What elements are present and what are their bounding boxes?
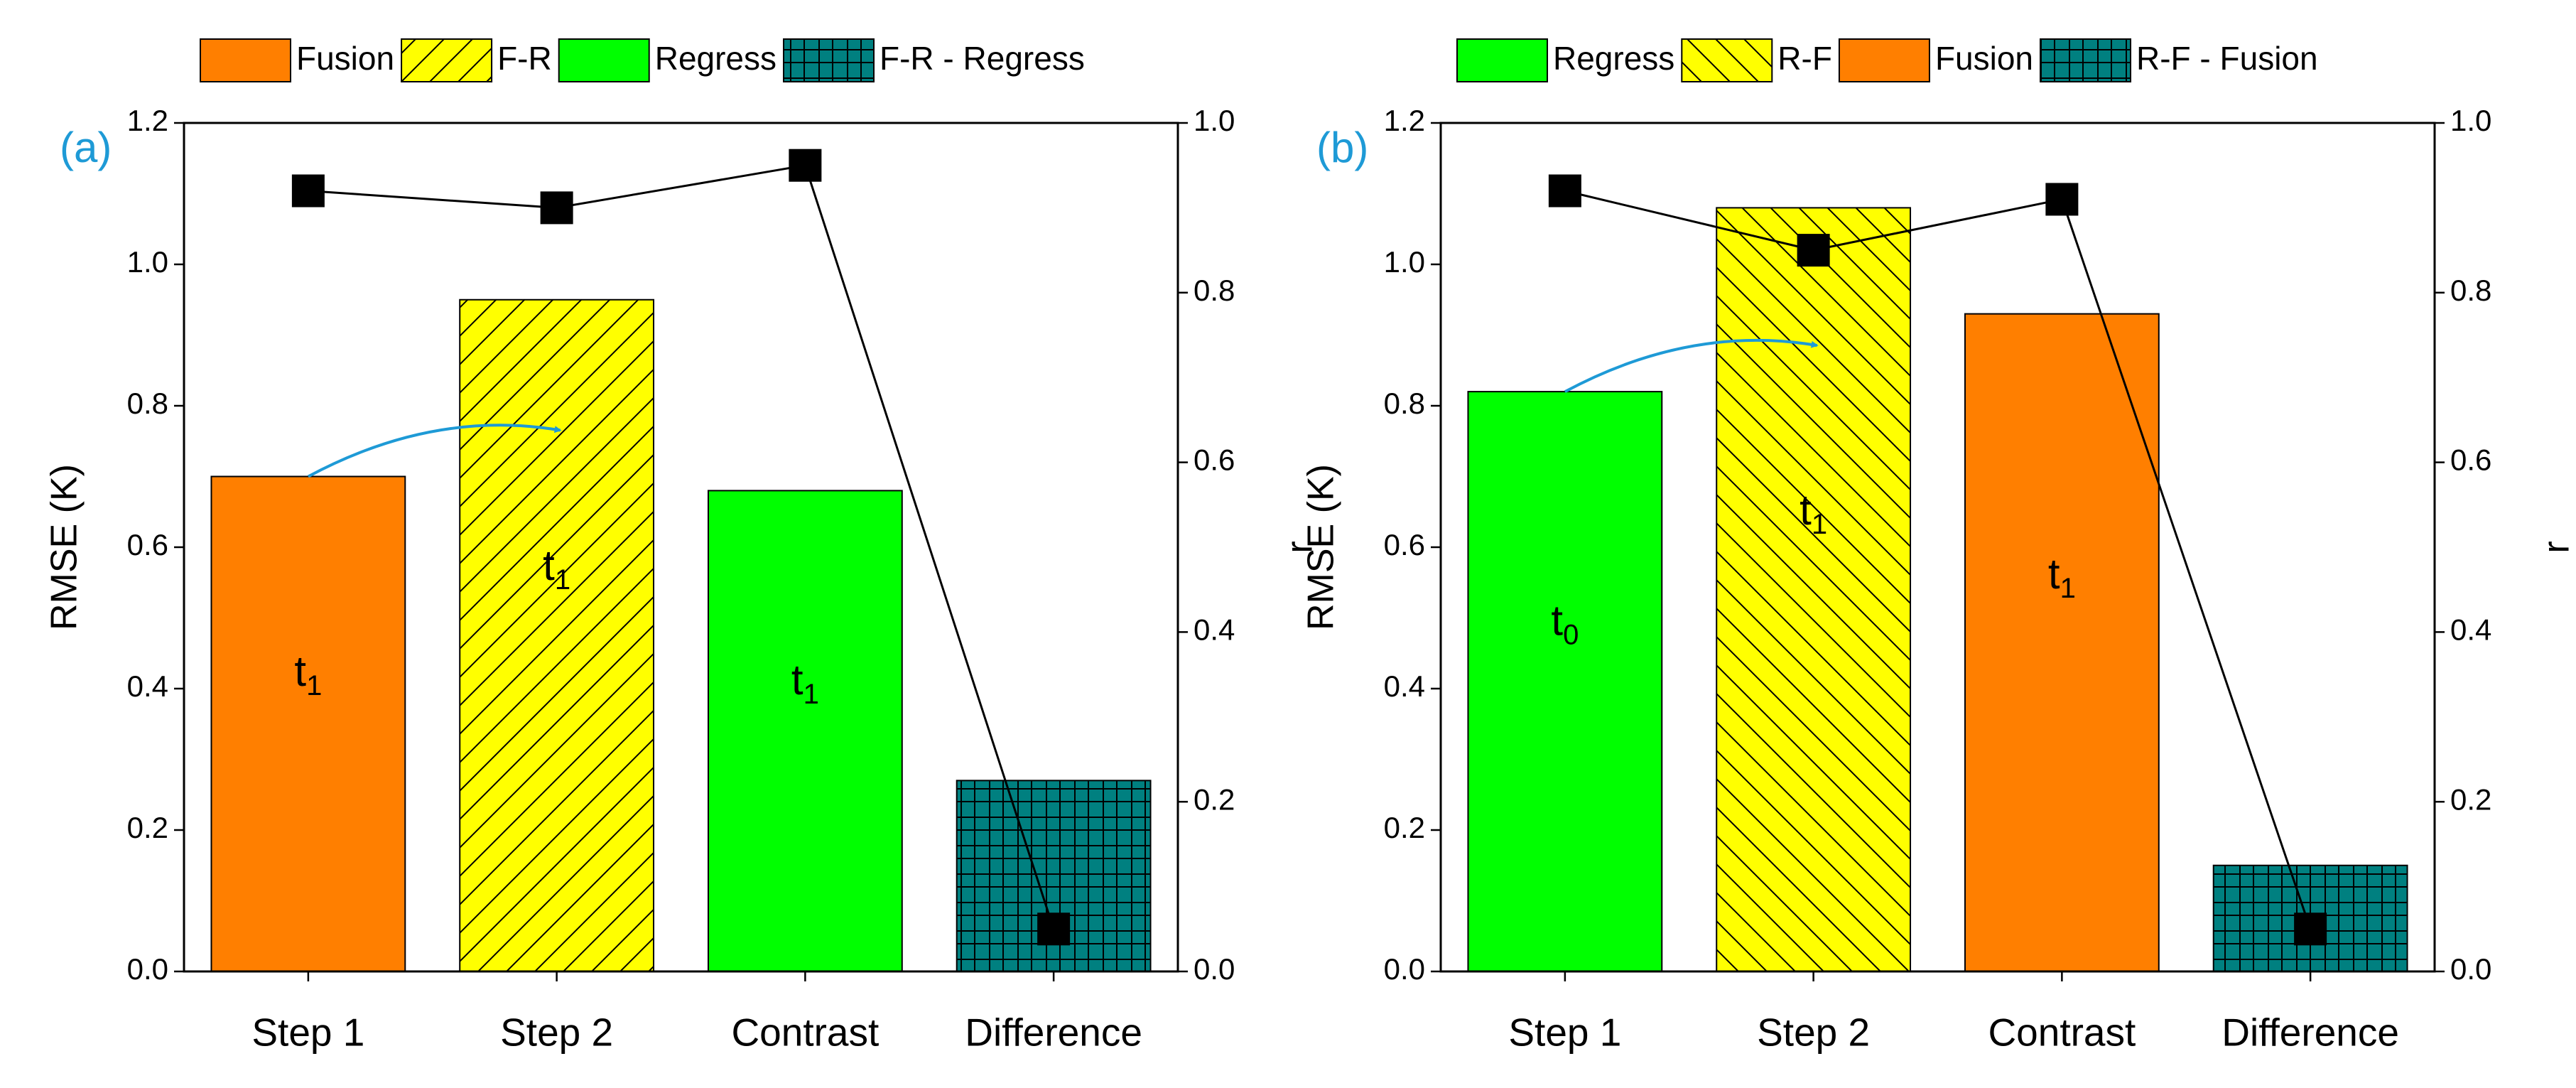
bar [459,298,655,972]
y2-tick-label: 0.4 [1194,613,1235,646]
r-marker [2045,183,2079,216]
y-tick-label: 0.2 [127,811,168,844]
arrow [1564,338,1819,393]
r-marker [1797,234,1830,267]
annotation-subscript: 1 [1812,509,1827,540]
legend-swatch [2040,38,2132,82]
legend-swatch [200,38,291,82]
legend-swatch [558,38,650,82]
x-tick-label: Difference [965,1011,1142,1055]
y-tick-label: 1.2 [127,104,168,137]
y-tick-label: 0.0 [1384,952,1425,986]
y-tick-label: 0.4 [127,669,168,703]
legend-swatch [1838,38,1930,82]
bar [1716,207,1912,972]
y2-tick-label: 0.4 [2450,613,2491,646]
bar-annotation: t1 [2048,550,2076,604]
r-marker [2294,912,2327,946]
annotation-text: t [294,647,306,695]
y-tick-label: 0.4 [1384,669,1425,703]
legend-label: Fusion [1935,40,2033,77]
annotation-subscript: 1 [306,670,322,701]
annotation-subscript: 1 [803,679,819,710]
y2-tick-label: 1.0 [1194,104,1235,137]
x-tick-label: Difference [2221,1011,2399,1055]
y-tick-label: 0.2 [1384,811,1425,844]
annotation-subscript: 0 [1563,619,1579,650]
legend-label: Regress [655,40,776,77]
bar-annotation: t1 [1800,486,1827,540]
y2-tick-label: 0.8 [1194,274,1235,307]
r-marker [291,174,325,208]
y-tick-label: 0.8 [1384,387,1425,420]
annotation-text: t [2048,550,2060,598]
y2-tick-label: 0.2 [2450,782,2491,816]
r-line [1564,190,2312,930]
y-tick-label: 1.2 [1384,104,1425,137]
arrow [307,424,562,478]
x-tick-label: Step 2 [500,1011,613,1055]
y2-tick-label: 0.8 [2450,274,2491,307]
panel-label: (a) [60,124,112,171]
y-tick-label: 0.6 [1384,528,1425,561]
y2-axis-label: r [2536,541,2576,553]
x-tick-label: Contrast [1988,1011,2136,1055]
panel-label: (b) [1316,124,1368,171]
legend-swatch [401,38,493,82]
x-tick-label: Step 1 [1508,1011,1621,1055]
r-marker [1037,912,1071,946]
y2-tick-label: 0.0 [1194,952,1235,986]
y-tick-label: 0.6 [127,528,168,561]
r-marker [789,149,822,182]
chart-panel: 0.0 0.2 0.4 0.6 0.8 1.0 1.2 0.0 0.2 0.4 0.6 0.8 1.0 R… [1301,38,2576,1055]
r-marker [1548,174,1581,208]
bar-annotation: t1 [791,656,819,710]
legend-label: F-R - Regress [880,40,1085,77]
legend-label: R-F - Fusion [2136,40,2318,77]
y2-tick-label: 1.0 [2450,104,2491,137]
bar [707,490,903,972]
y-tick-label: 1.0 [1384,245,1425,279]
y2-axis-label: r [1279,541,1321,553]
r-line [308,164,1055,930]
bar-annotation: t0 [1551,596,1579,650]
y-tick-label: 0.8 [127,387,168,420]
bar-annotation: t1 [294,647,322,701]
annotation-text: t [791,656,803,704]
bar [1467,391,1663,972]
y2-tick-label: 0.6 [1194,443,1235,477]
x-tick-label: Step 2 [1757,1011,1870,1055]
bar [1964,313,2160,972]
bar [210,475,406,972]
plot-frame [1439,122,2436,973]
annotation-subscript: 1 [2060,572,2076,603]
annotation-text: t [1551,596,1563,644]
legend-swatch [1456,38,1548,82]
r-marker [540,191,573,225]
legend-label: R-F [1777,40,1832,77]
x-tick-label: Step 1 [251,1011,364,1055]
annotation-subscript: 1 [555,564,570,595]
legend-label: F-R [497,40,552,77]
annotation-text: t [1800,486,1812,534]
plot-frame [183,122,1179,973]
y-axis-label: RMSE (K) [1301,464,1342,630]
y2-tick-label: 0.0 [2450,952,2491,986]
y-axis-label: RMSE (K) [44,464,85,630]
legend-label: Fusion [296,40,394,77]
y2-tick-label: 0.6 [2450,443,2491,477]
bar-annotation: t1 [543,542,570,596]
legend-label: Regress [1553,40,1674,77]
legend-swatch [1681,38,1773,82]
y2-tick-label: 0.2 [1194,782,1235,816]
legend-swatch [783,38,875,82]
chart-panel: 0.0 0.2 0.4 0.6 0.8 1.0 1.2 0.0 0.2 0.4 0.6 0.8 1.0 F… [44,38,1321,1055]
y-tick-label: 0.0 [127,952,168,986]
x-tick-label: Contrast [731,1011,879,1055]
annotation-text: t [543,542,555,589]
y-tick-label: 1.0 [127,245,168,279]
